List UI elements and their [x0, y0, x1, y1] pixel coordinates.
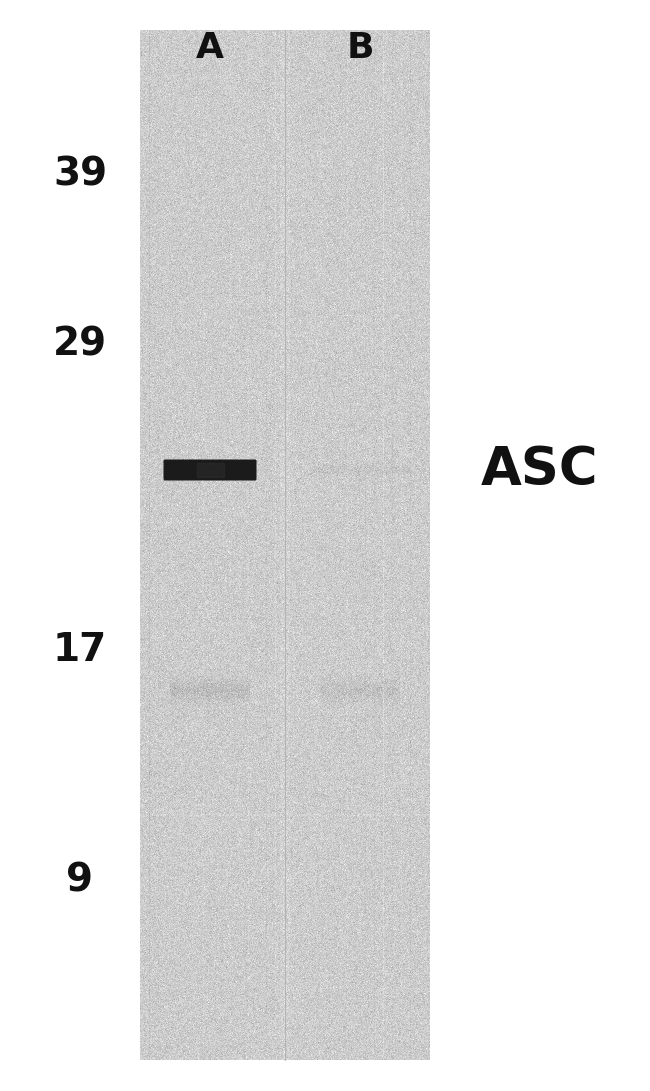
Text: 39: 39	[53, 156, 107, 194]
Text: 9: 9	[66, 861, 94, 899]
Text: 17: 17	[53, 631, 107, 669]
Text: 29: 29	[53, 326, 107, 364]
Text: A: A	[196, 31, 224, 65]
Text: B: B	[346, 31, 374, 65]
Text: ASC: ASC	[481, 444, 599, 496]
FancyBboxPatch shape	[164, 459, 257, 480]
